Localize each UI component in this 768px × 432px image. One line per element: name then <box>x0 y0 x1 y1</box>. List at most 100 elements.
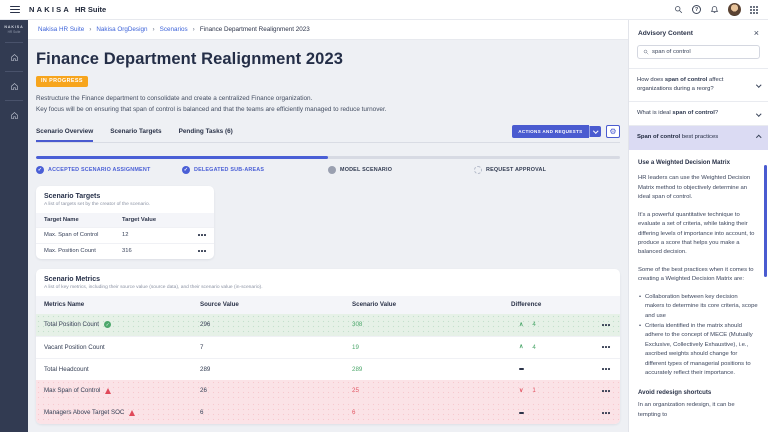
table-row: Total Headcount 289 289 <box>36 357 620 380</box>
tab-scenario-targets[interactable]: Scenario Targets <box>110 127 162 135</box>
breadcrumb-item-hr-suite[interactable]: Nakisa HR Suite <box>38 26 85 33</box>
breadcrumb-item-scenarios[interactable]: Scenarios <box>159 26 188 33</box>
user-avatar[interactable] <box>728 3 741 16</box>
gear-icon: ⚙ <box>609 126 617 136</box>
chevron-up-icon <box>755 135 761 141</box>
step-accepted-scenario-assignment: ✓ ACCEPTED SCENARIO ASSIGNMENT <box>36 165 151 174</box>
chevron-down-icon <box>755 82 761 88</box>
accordion-question-1[interactable]: How does span of control affect organiza… <box>629 69 768 101</box>
accordion-question-2[interactable]: What is ideal span of control? <box>629 102 768 125</box>
scenario-progress-stepper: ✓ ACCEPTED SCENARIO ASSIGNMENT ✓ DELEGAT… <box>36 155 620 174</box>
table-row: Max. Span of Control 12 <box>36 226 214 243</box>
table-row: Managers Above Target SOC 6 6 <box>36 401 620 424</box>
table-row: Total Position Count ✓ 296 308 ∧ 4 <box>36 313 620 336</box>
card-title: Scenario Metrics <box>44 275 101 283</box>
dashed-circle-icon <box>474 165 482 174</box>
row-menu-button[interactable] <box>198 231 206 239</box>
accordion-section-best-practices[interactable]: Span of control best practices <box>629 126 768 150</box>
close-icon[interactable]: × <box>753 28 759 38</box>
warning-icon <box>129 409 136 416</box>
chevron-right-icon: › <box>89 26 92 33</box>
chevron-down-icon <box>755 111 761 117</box>
row-menu-button[interactable] <box>198 247 206 255</box>
article-heading: Use a Weighted Decision Matrix <box>638 158 730 166</box>
card-subtitle: A list of targets set by the creator of … <box>44 201 151 207</box>
tab-scenario-overview[interactable]: Scenario Overview <box>36 128 94 142</box>
no-change-icon <box>519 368 524 371</box>
tab-pending-tasks[interactable]: Pending Tasks (6) <box>178 127 233 135</box>
progress-track <box>36 155 620 159</box>
warning-icon <box>105 387 112 394</box>
actions-dropdown-button[interactable] <box>588 126 601 137</box>
sidebar-logo: NAKISA HR Suite <box>4 25 24 34</box>
brand-name: NAKISA <box>29 5 71 14</box>
table-header: Target Name Target Value <box>36 212 214 227</box>
row-menu-button[interactable] <box>602 409 610 417</box>
scrollbar-thumb[interactable] <box>764 165 767 277</box>
brand-logo: NAKISA HR Suite <box>29 5 106 14</box>
card-title: Scenario Targets <box>44 192 101 200</box>
table-row: Max. Position Count 316 <box>36 242 214 259</box>
no-change-icon <box>519 411 524 414</box>
list-item: Collaboration between key decision maker… <box>638 293 758 321</box>
actions-and-requests-button[interactable]: ACTIONS AND REQUESTS <box>512 124 589 138</box>
step-delegated-sub-areas: ✓ DELEGATED SUB-AREAS <box>182 165 265 174</box>
card-subtitle: A list of key metrics, including their s… <box>44 284 263 290</box>
advisory-content-panel: Advisory Content × How does span of cont… <box>628 20 768 432</box>
row-menu-button[interactable] <box>602 343 610 351</box>
divider <box>5 42 23 43</box>
scenario-description: Restructure the Finance department to co… <box>36 95 387 113</box>
divider <box>629 68 768 69</box>
row-menu-button[interactable] <box>602 387 610 395</box>
notifications-icon[interactable] <box>710 5 719 14</box>
check-circle-icon: ✓ <box>182 165 190 174</box>
tab-bar: Scenario Overview Scenario Targets Pendi… <box>36 124 620 143</box>
check-circle-icon: ✓ <box>36 165 44 174</box>
help-icon[interactable]: ? <box>692 5 701 14</box>
scenario-targets-card: Scenario Targets A list of targets set b… <box>36 185 214 259</box>
divider <box>5 71 23 72</box>
breadcrumb-item-current: Finance Department Realignment 2023 <box>199 26 310 33</box>
chevron-right-icon: › <box>192 26 195 33</box>
list-item: Criteria identified in the matrix should… <box>638 322 758 379</box>
search-icon[interactable] <box>674 5 683 14</box>
chevron-up-icon: ∧ <box>519 321 524 328</box>
advisory-article: Use a Weighted Decision Matrix HR leader… <box>629 150 768 421</box>
chevron-down-icon: ∨ <box>519 387 524 394</box>
search-icon <box>643 49 649 55</box>
menu-icon[interactable] <box>10 5 20 14</box>
step-request-approval: REQUEST APPROVAL <box>474 165 620 174</box>
panel-title: Advisory Content <box>638 30 693 37</box>
row-menu-button[interactable] <box>602 365 610 373</box>
divider <box>629 101 768 103</box>
brand-suffix: HR Suite <box>74 5 107 14</box>
status-badge: IN PROGRESS <box>36 75 88 87</box>
main-content: Finance Department Realignment 2023 IN P… <box>28 40 628 432</box>
chevron-right-icon: › <box>152 26 155 33</box>
dot-circle-icon <box>328 165 336 174</box>
scenario-metrics-card: Scenario Metrics A list of key metrics, … <box>36 268 620 424</box>
apps-grid-icon[interactable] <box>750 5 758 14</box>
table-row: Vacant Position Count 7 19 ∧ 4 <box>36 335 620 358</box>
page-title: Finance Department Realignment 2023 <box>36 50 344 68</box>
divider <box>629 125 768 127</box>
breadcrumb-item-orgdesign[interactable]: Nakisa OrgDesign <box>96 26 148 33</box>
progress-fill <box>36 155 328 159</box>
chevron-down-icon <box>592 128 598 134</box>
nav-home-icon[interactable] <box>0 47 28 67</box>
nav-module-icon[interactable] <box>0 105 28 125</box>
nav-org-icon[interactable] <box>0 76 28 96</box>
table-header: Metrics Name Source Value Scenario Value… <box>36 295 620 314</box>
target-met-check-icon: ✓ <box>104 321 112 329</box>
breadcrumb: Nakisa HR Suite › Nakisa OrgDesign › Sce… <box>28 20 628 40</box>
clipped-paragraph: In an organization redesign, it can be t… <box>638 402 735 418</box>
advisory-search-box <box>637 45 760 59</box>
advisory-search-input[interactable] <box>652 49 754 55</box>
settings-button[interactable]: ⚙ <box>606 124 620 138</box>
chevron-up-icon: ∧ <box>519 344 524 351</box>
divider <box>5 100 23 101</box>
left-nav-rail: NAKISA HR Suite <box>0 20 28 432</box>
best-practices-list: Collaboration between key decision maker… <box>638 293 758 379</box>
row-menu-button[interactable] <box>602 321 610 329</box>
table-row: Max Span of Control 26 25 ∨ 1 <box>36 379 620 402</box>
